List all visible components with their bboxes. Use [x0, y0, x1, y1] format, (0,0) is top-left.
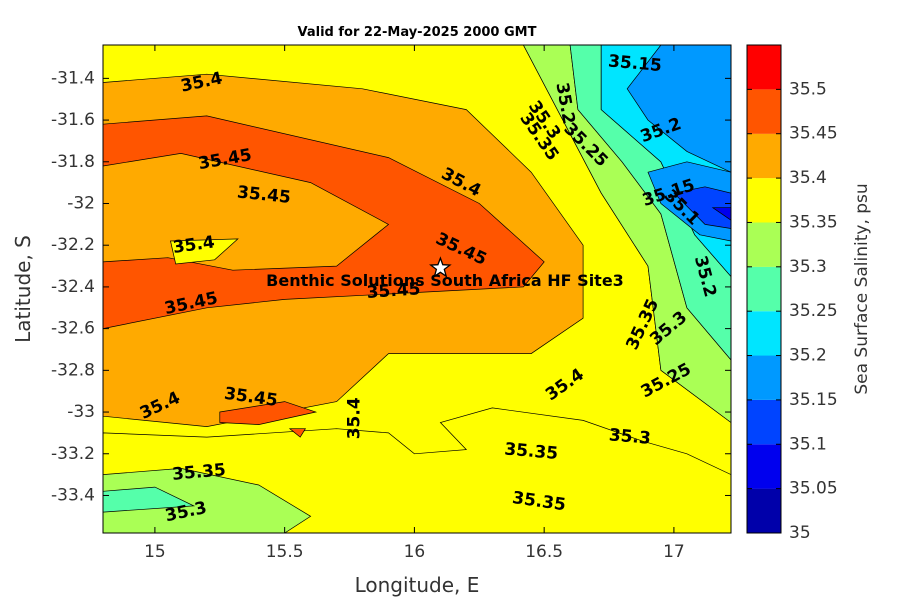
site-marker-group: Benthic Solutions South Africa HF Site3 [266, 256, 624, 290]
colorbar: 35 35.05 35.1 35.15 35.2 35.25 35.3 35.35 35.4 35… [746, 44, 838, 543]
site-label: Benthic Solutions South Africa HF Site3 [266, 271, 624, 290]
y-axis-ticks: -31.4 -31.6 -31.8 -32 -32.2 -32.4 -32.6 -32.8 -3… [51, 68, 731, 505]
colorbar-swatch-2 [747, 399, 781, 445]
site-star-marker [429, 256, 452, 278]
y-tick-label: -33 [67, 402, 95, 422]
colorbar-tick-label: 35 [789, 523, 811, 543]
plot-frame [102, 44, 732, 534]
contour-label-24: 35.35 [171, 460, 226, 485]
colorbar-tick-label: 35.25 [789, 301, 838, 321]
y-tick-label: -32.6 [51, 319, 95, 339]
colorbar-frame [746, 44, 782, 534]
y-tick-label: -33.4 [51, 485, 95, 505]
y-tick-label: -32 [67, 193, 95, 213]
contour-region-15 [170, 238, 239, 265]
contour-region-7 [711, 207, 731, 221]
colorbar-swatch-9 [747, 89, 781, 134]
x-tick-label: 15.5 [266, 542, 304, 562]
x-axis-label: Longitude, E [355, 573, 480, 597]
y-tick-label: -31.6 [51, 110, 95, 130]
contour-region-6 [673, 186, 731, 229]
colorbar-swatch-1 [747, 444, 781, 489]
contour-label-23: 35.4 [345, 397, 365, 439]
colorbar-swatch-6 [747, 222, 781, 267]
x-tick-label: 15 [144, 542, 166, 562]
y-tick-label: -32.2 [51, 235, 95, 255]
contour-label-8: 35.15 [607, 51, 662, 76]
contour-region-17 [288, 428, 307, 438]
y-tick-label: -33.2 [51, 444, 95, 464]
colorbar-tick-label: 35.45 [789, 124, 838, 144]
contour-label-5: 35.45 [366, 279, 421, 303]
colorbar-swatch-3 [747, 355, 781, 400]
y-tick-label: -31.4 [51, 68, 95, 88]
colorbar-tick-label: 35.3 [789, 257, 827, 277]
contour-fills [103, 45, 731, 533]
contour-label-26: 35.35 [504, 439, 559, 464]
y-axis-label: Latitude, S [11, 235, 35, 343]
colorbar-swatch-8 [747, 133, 781, 179]
colorbar-tick-label: 35.4 [789, 168, 827, 188]
colorbar-tick-label: 35.05 [789, 479, 838, 499]
y-tick-label: -32.8 [51, 360, 95, 380]
y-tick-label: -31.8 [51, 152, 95, 172]
colorbar-swatch-10 [747, 45, 781, 90]
contour-label-27: 35.3 [608, 425, 652, 449]
colorbar-tick-label: 35.2 [789, 346, 827, 366]
contour-region-4 [626, 45, 731, 173]
x-tick-label: 17 [663, 542, 685, 562]
colorbar-tick-label: 35.1 [789, 434, 827, 454]
chart-title: Valid for 22-May-2025 2000 GMT [298, 25, 537, 40]
x-tick-label: 16.5 [525, 542, 563, 562]
x-tick-label: 16 [404, 542, 426, 562]
colorbar-swatch-7 [747, 178, 781, 223]
colorbar-swatch-0 [747, 488, 781, 533]
contour-region-12 [103, 486, 196, 513]
colorbar-label: Sea Surface Salinity, psu [852, 183, 872, 394]
x-axis-ticks: 15 15.5 16 16.5 17 [144, 45, 685, 562]
contour-region-16 [219, 401, 318, 425]
colorbar-swatch-5 [747, 266, 781, 312]
y-tick-label: -32.4 [51, 277, 95, 297]
colorbar-tick-label: 35.15 [789, 390, 838, 410]
colorbar-swatch-4 [747, 311, 781, 356]
colorbar-tick-label: 35.5 [789, 79, 827, 99]
colorbar-tick-label: 35.35 [789, 212, 838, 232]
contour-region-11 [103, 468, 312, 533]
